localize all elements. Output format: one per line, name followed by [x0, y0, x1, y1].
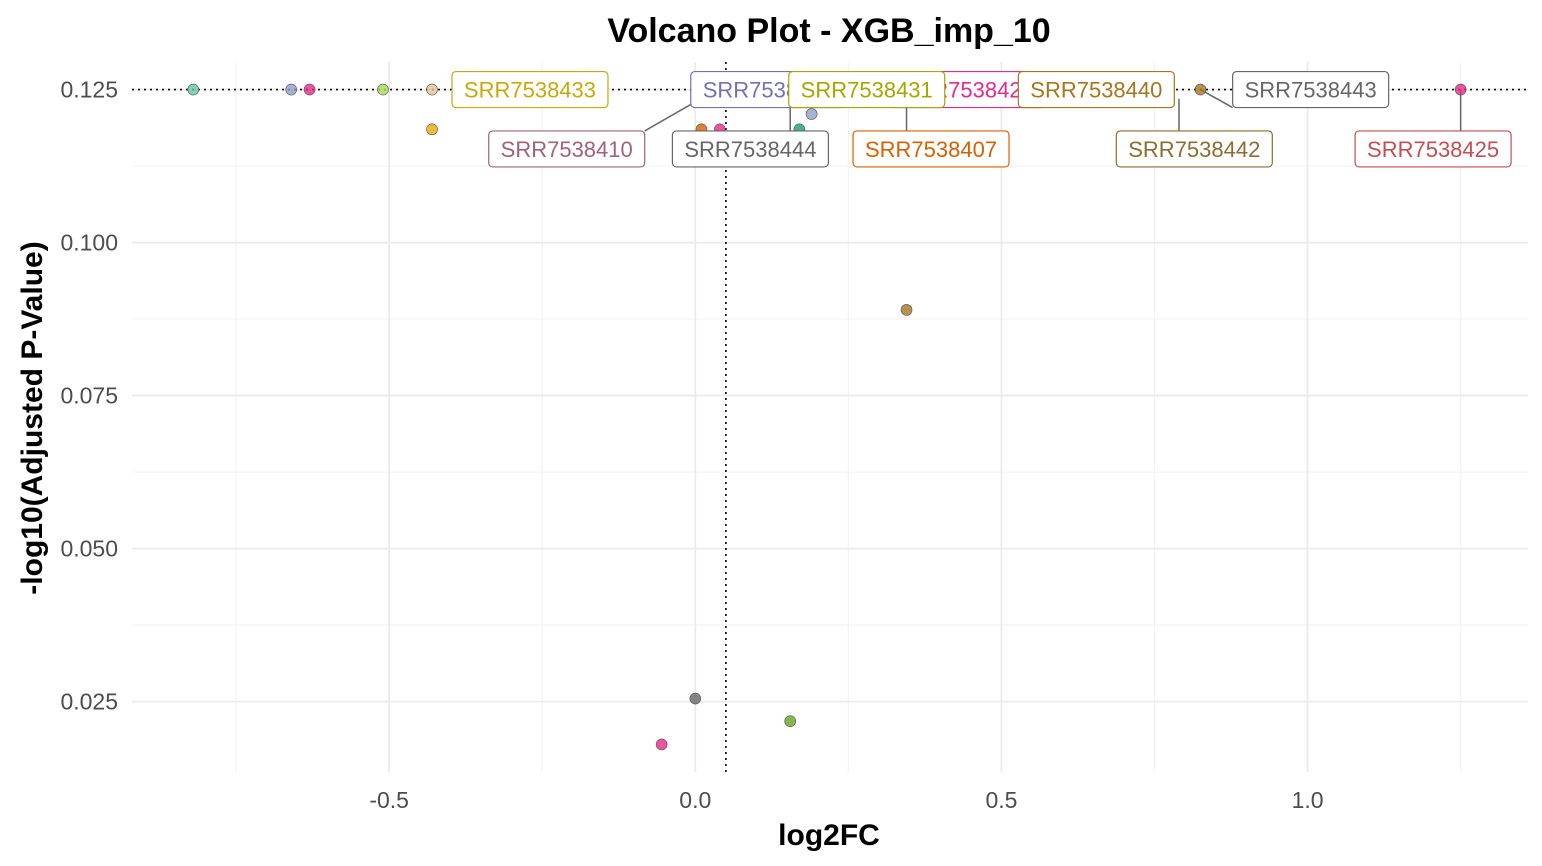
data-point [1194, 83, 1207, 96]
data-point [426, 83, 438, 96]
chart-title: Volcano Plot - XGB_imp_10 [607, 12, 1050, 50]
x-axis-title: log2FC [778, 819, 880, 852]
data-point [187, 83, 200, 96]
reference-lines [132, 62, 1528, 772]
data-point [285, 83, 297, 96]
label-box [451, 70, 609, 109]
y-tick-label: 0.100 [60, 230, 118, 256]
y-tick-label: 0.050 [60, 536, 118, 562]
label-box [1354, 130, 1512, 168]
data-point [784, 715, 797, 727]
data-point [377, 83, 389, 96]
axis-ticks: -0.5 0.0 0.5 1.0 0.025 0.050 0.075 0.100 0.125 [60, 77, 1323, 813]
label-box [1017, 70, 1175, 109]
label-box [788, 70, 946, 109]
data-points [187, 83, 1467, 751]
label-connector [1200, 88, 1234, 109]
data-point [900, 304, 913, 316]
point-label: SRR7538425 [1367, 137, 1499, 162]
point-label: SRR7538443 [1245, 78, 1377, 103]
y-tick-label: 0.075 [60, 383, 118, 409]
grid-layer [132, 62, 1528, 772]
point-labels: SRR7538433 SRR7538437 SRR7538421SRR7538431… [451, 70, 1512, 168]
data-point [303, 83, 316, 96]
point-label: SRR7538433 [464, 78, 596, 103]
point-label: SRR7538410 [501, 137, 633, 162]
x-tick-label: -0.5 [369, 787, 409, 813]
point-label: SRR7538440 [1030, 78, 1162, 103]
data-point [426, 123, 438, 136]
x-tick-label: 0.5 [985, 787, 1017, 813]
y-tick-label: 0.125 [60, 77, 118, 103]
y-axis-title: -log10(Adjusted P-Value) [16, 241, 49, 594]
y-tick-label: 0.025 [60, 689, 118, 715]
data-point [689, 692, 702, 705]
data-point [1454, 83, 1467, 96]
x-tick-label: 1.0 [1292, 787, 1324, 813]
point-label: SRR7538442 [1128, 137, 1260, 162]
label-box [488, 130, 646, 168]
point-label: SRR7538407 [865, 137, 997, 162]
label-box [1232, 70, 1390, 109]
label-box [671, 130, 830, 168]
label-box [852, 130, 1010, 168]
point-label: SRR7538444 [684, 137, 816, 162]
data-point [655, 738, 668, 751]
label-box [1115, 130, 1273, 168]
data-point [805, 108, 818, 120]
x-tick-label: 0.0 [679, 787, 711, 813]
point-label: SRR7538431 [801, 78, 933, 103]
